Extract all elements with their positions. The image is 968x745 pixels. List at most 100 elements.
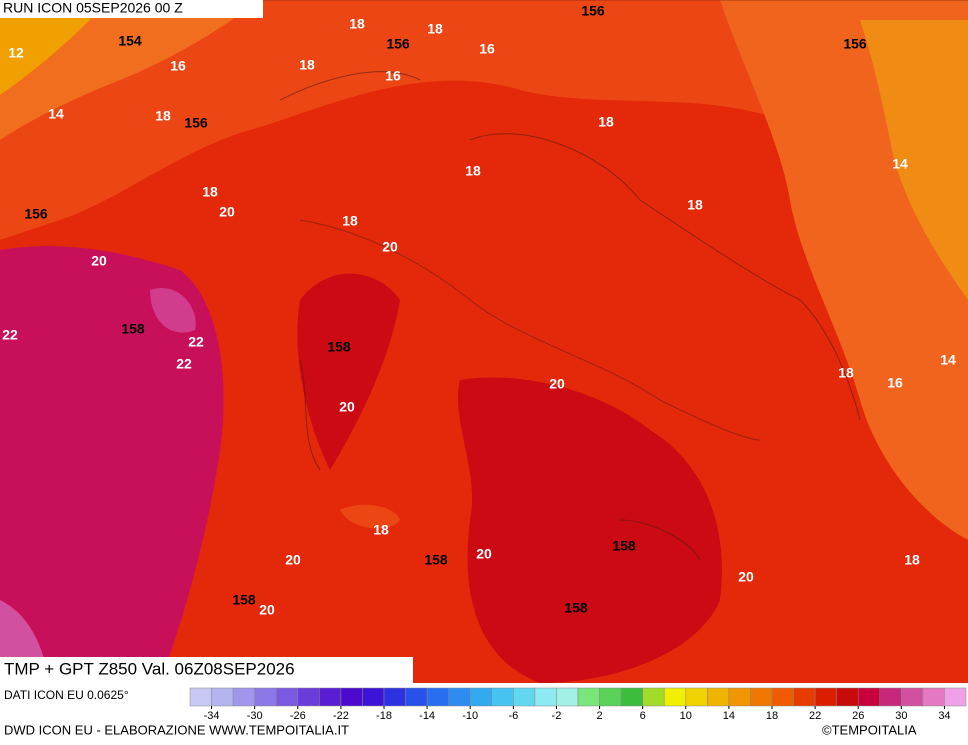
colorbar-swatch bbox=[901, 687, 924, 707]
colorbar-swatch bbox=[362, 687, 385, 707]
temperature-label: 22 bbox=[188, 334, 204, 350]
colorbar-swatch bbox=[340, 687, 363, 707]
temperature-label: 16 bbox=[479, 41, 495, 57]
colorbar-swatch bbox=[405, 687, 428, 707]
temperature-label: 18 bbox=[349, 16, 365, 32]
temperature-label: 18 bbox=[465, 163, 481, 179]
colorbar: -34 -30 -26 -22 -18 -14 -10 -6 -2 2 6 10 14 18 22 26 30 3… bbox=[189, 687, 967, 722]
colorbar-swatch bbox=[254, 687, 277, 707]
colorbar-tick-label: 26 bbox=[852, 710, 864, 722]
map-title: TMP + GPT Z850 Val. 06Z08SEP2026 bbox=[4, 659, 295, 678]
colorbar-swatch bbox=[793, 687, 816, 707]
temperature-label: 20 bbox=[285, 552, 301, 568]
temperature-label: 18 bbox=[342, 213, 358, 229]
temperature-label: 22 bbox=[2, 327, 18, 343]
geopotential-label: 158 bbox=[424, 552, 448, 568]
copyright: ©TEMPOITALIA bbox=[822, 722, 917, 737]
temperature-label: 20 bbox=[219, 204, 235, 220]
temperature-label: 16 bbox=[887, 375, 903, 391]
temperature-label: 14 bbox=[48, 106, 64, 122]
colorbar-tick-label: 6 bbox=[640, 710, 646, 722]
temperature-label: 18 bbox=[202, 184, 218, 200]
geopotential-label: 158 bbox=[564, 600, 588, 616]
colorbar-swatch bbox=[879, 687, 902, 707]
temperature-label: 20 bbox=[91, 253, 107, 269]
colorbar-swatch bbox=[189, 687, 212, 707]
colorbar-swatch bbox=[426, 687, 449, 707]
colorbar-swatch bbox=[513, 687, 536, 707]
colorbar-tick-label: -18 bbox=[376, 710, 392, 722]
colorbar-swatch bbox=[534, 687, 557, 707]
temperature-label: 18 bbox=[373, 522, 389, 538]
colorbar-tick-label: 2 bbox=[596, 710, 602, 722]
colorbar-tick-label: -30 bbox=[247, 710, 263, 722]
colorbar-swatch bbox=[599, 687, 622, 707]
colorbar-swatch bbox=[814, 687, 837, 707]
temperature-label: 16 bbox=[385, 68, 401, 84]
geopotential-label: 158 bbox=[327, 339, 351, 355]
data-source: DATI ICON EU 0.0625° bbox=[4, 688, 129, 702]
temperature-label: 20 bbox=[339, 399, 355, 415]
colorbar-tick-label: -26 bbox=[290, 710, 306, 722]
colorbar-swatch bbox=[383, 687, 406, 707]
colorbar-swatch bbox=[319, 687, 342, 707]
colorbar-swatch bbox=[728, 687, 751, 707]
temperature-label: 22 bbox=[176, 356, 192, 372]
colorbar-swatch bbox=[685, 687, 708, 707]
colorbar-swatch bbox=[211, 687, 234, 707]
title-box bbox=[0, 657, 413, 683]
temperature-label: 18 bbox=[687, 197, 703, 213]
colorbar-tick-label: -14 bbox=[419, 710, 435, 722]
colorbar-swatch bbox=[297, 687, 320, 707]
colorbar-tick-label: 22 bbox=[809, 710, 821, 722]
colorbar-swatch bbox=[857, 687, 881, 707]
temperature-label: 20 bbox=[738, 569, 754, 585]
colorbar-swatch bbox=[642, 687, 665, 707]
colorbar-swatch bbox=[663, 687, 687, 707]
run-info: RUN ICON 05SEP2026 00 Z bbox=[3, 0, 183, 16]
colorbar-swatch bbox=[491, 687, 514, 707]
colorbar-swatch bbox=[707, 687, 730, 707]
colorbar-swatch bbox=[922, 687, 945, 707]
temperature-label: 18 bbox=[904, 552, 920, 568]
temperature-label: 18 bbox=[838, 365, 854, 381]
colorbar-tick-label: -22 bbox=[333, 710, 349, 722]
header-box bbox=[0, 0, 263, 18]
colorbar-swatch bbox=[944, 687, 967, 707]
colorbar-tick-label: 10 bbox=[680, 710, 692, 722]
colorbar-swatch bbox=[771, 687, 794, 707]
colorbar-swatch bbox=[556, 687, 579, 707]
colorbar-tick-label: 14 bbox=[723, 710, 735, 722]
colorbar-swatch bbox=[620, 687, 643, 707]
temperature-label: 20 bbox=[259, 602, 275, 618]
temperature-label: 18 bbox=[299, 57, 315, 73]
credit: DWD ICON EU - ELABORAZIONE WWW.TEMPOITAL… bbox=[4, 722, 349, 737]
geopotential-label: 156 bbox=[24, 206, 48, 222]
colorbar-tick-label: -10 bbox=[462, 710, 478, 722]
temperature-label: 16 bbox=[170, 58, 186, 74]
colorbar-swatch bbox=[836, 687, 859, 707]
colorbar-tick-label: -34 bbox=[204, 710, 220, 722]
colorbar-swatch bbox=[275, 687, 299, 707]
colorbar-swatch bbox=[448, 687, 471, 707]
temperature-label: 18 bbox=[155, 108, 171, 124]
temperature-label: 14 bbox=[940, 352, 956, 368]
geopotential-label: 156 bbox=[843, 36, 867, 52]
temperature-label: 14 bbox=[892, 156, 908, 172]
colorbar-tick-label: -6 bbox=[508, 710, 518, 722]
colorbar-tick-label: 18 bbox=[766, 710, 778, 722]
geopotential-label: 154 bbox=[118, 33, 142, 49]
temperature-label: 20 bbox=[549, 376, 565, 392]
colorbar-swatch bbox=[232, 687, 255, 707]
temperature-label: 20 bbox=[476, 546, 492, 562]
geopotential-label: 156 bbox=[184, 115, 208, 131]
geopotential-label: 156 bbox=[386, 36, 410, 52]
map-background bbox=[0, 0, 968, 683]
geopotential-label: 158 bbox=[612, 538, 636, 554]
colorbar-swatch bbox=[469, 687, 493, 707]
temperature-label: 18 bbox=[427, 21, 443, 37]
geopotential-label: 158 bbox=[121, 321, 145, 337]
geopotential-label: 156 bbox=[581, 3, 605, 19]
